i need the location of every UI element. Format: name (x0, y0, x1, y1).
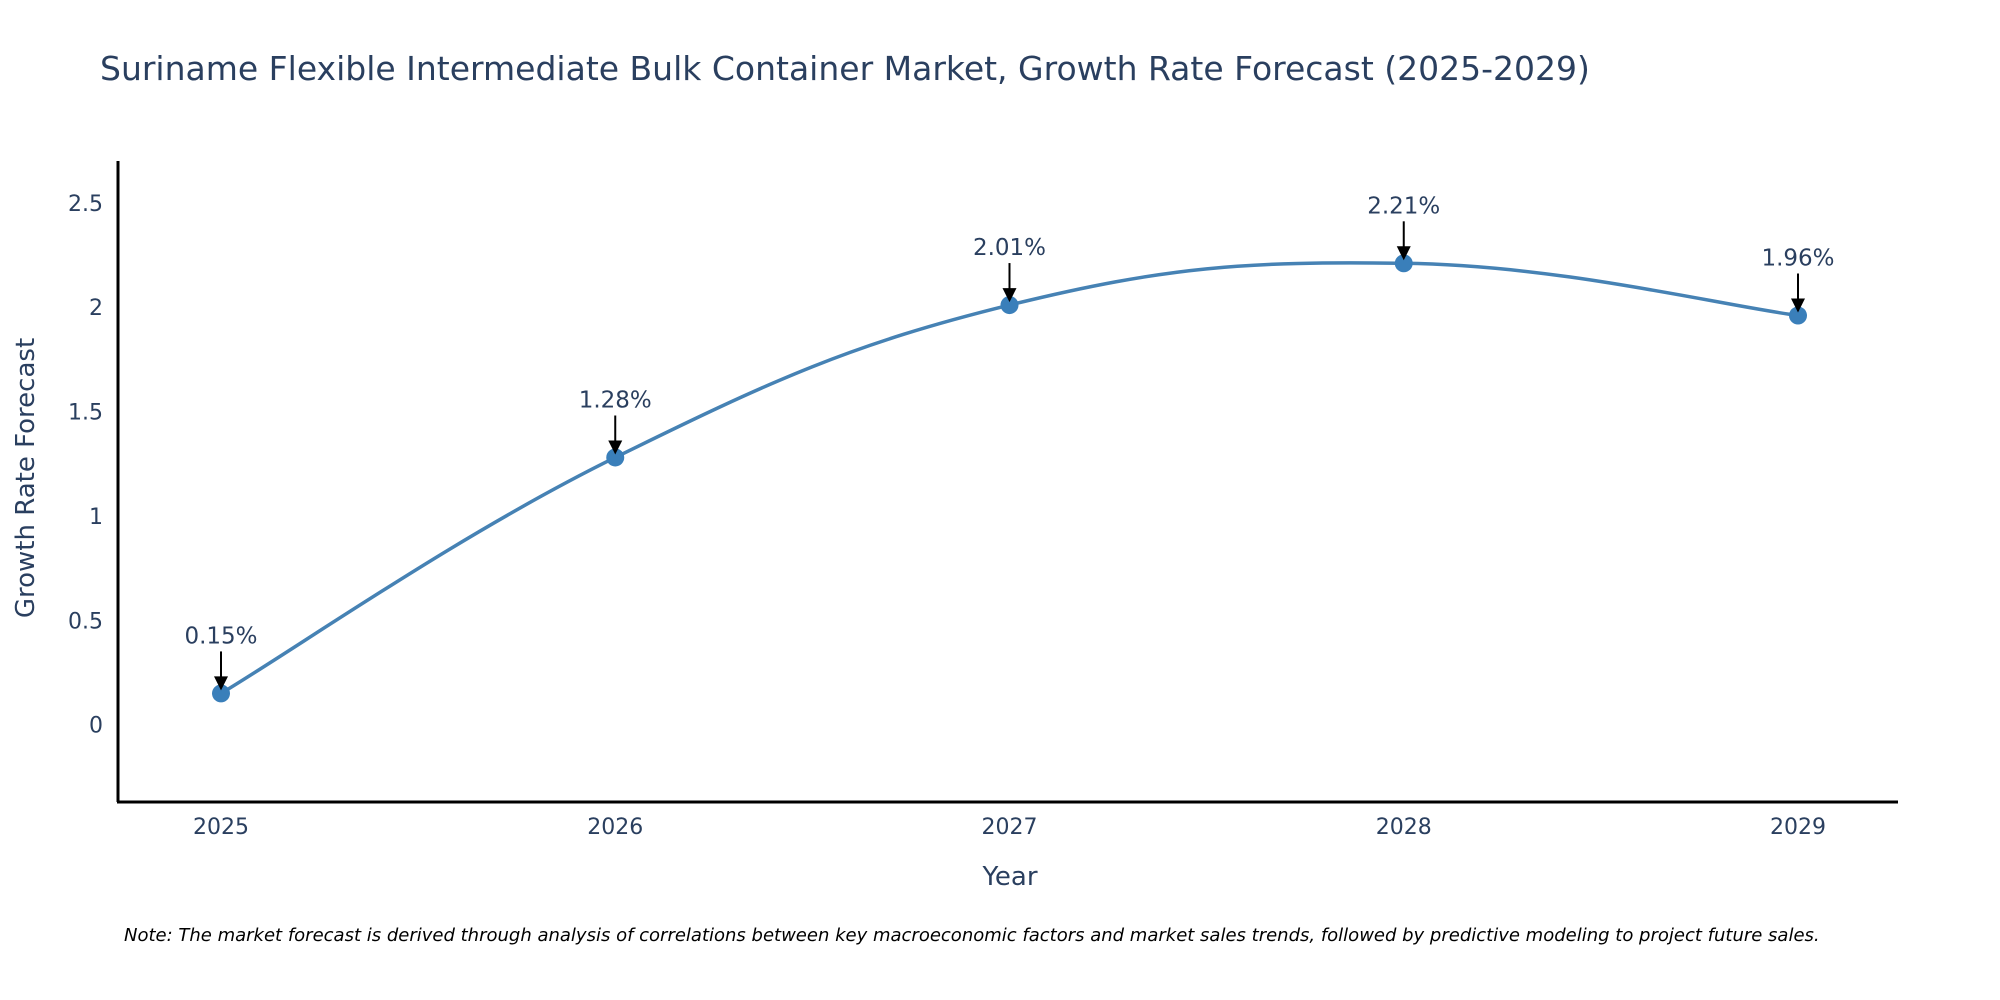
y-tick-labels: 0 0.5 1 1.5 2 2.5 (68, 192, 103, 739)
data-point (1789, 306, 1807, 325)
axes (116, 161, 1898, 804)
annotations: 0.15% 1.28% 2.01% 2.21% 1.96% (184, 193, 1835, 691)
annotation: 0.15% (184, 623, 258, 691)
y-tick-label: 1 (89, 505, 103, 530)
annotation-label: 2.21% (1367, 193, 1440, 219)
y-tick-label: 2 (89, 296, 103, 321)
arrowhead-icon (608, 440, 623, 455)
data-point (1000, 296, 1019, 315)
x-tick-label: 2028 (1376, 815, 1432, 840)
data-point (212, 684, 230, 703)
x-tick-label: 2029 (1770, 815, 1826, 840)
data-point (606, 448, 625, 467)
y-tick-label: 0.5 (68, 609, 103, 634)
x-tick-label: 2025 (193, 815, 249, 840)
annotation: 1.96% (1761, 246, 1835, 313)
annotation-label: 2.01% (973, 235, 1046, 261)
arrowhead-icon (1791, 298, 1805, 313)
chart-title: Suriname Flexible Intermediate Bulk Cont… (100, 49, 1590, 88)
annotation-label: 1.28% (579, 387, 652, 413)
annotation-label: 1.96% (1761, 246, 1834, 272)
x-tick-labels: 2025 2026 2027 2028 2029 (193, 815, 1826, 840)
y-tick-label: 0 (89, 714, 103, 739)
series-markers (212, 254, 1807, 703)
y-axis-title: Growth Rate Forecast (11, 338, 41, 618)
y-tick-label: 2.5 (68, 192, 103, 217)
series-line (220, 261, 1799, 695)
annotation: 2.01% (973, 235, 1046, 303)
arrowhead-icon (214, 676, 228, 691)
annotation-label: 0.15% (184, 623, 257, 649)
arrowhead-icon (1396, 246, 1411, 261)
x-tick-label: 2026 (587, 815, 643, 840)
x-tick-label: 2027 (982, 815, 1038, 840)
x-axis-title: Year (981, 862, 1037, 892)
y-tick-label: 1.5 (68, 401, 103, 426)
annotation: 1.28% (579, 387, 652, 455)
annotation: 2.21% (1367, 193, 1440, 261)
data-point (1394, 254, 1413, 273)
arrowhead-icon (1002, 288, 1017, 303)
footnote: Note: The market forecast is derived thr… (124, 925, 1820, 946)
